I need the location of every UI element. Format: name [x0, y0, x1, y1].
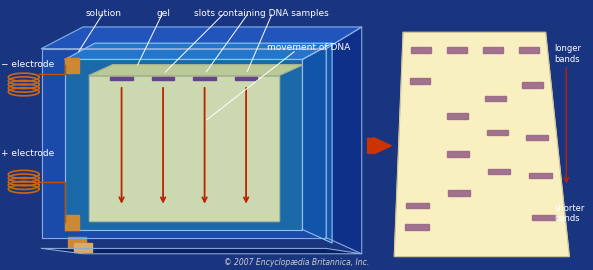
Bar: [533, 215, 556, 220]
Bar: [526, 135, 548, 140]
Polygon shape: [42, 27, 362, 49]
Text: slots containing DNA samples: slots containing DNA samples: [193, 9, 329, 18]
Polygon shape: [89, 76, 279, 221]
Bar: [405, 224, 429, 230]
Bar: [74, 243, 92, 252]
Bar: [522, 82, 543, 88]
Text: solution: solution: [86, 9, 122, 18]
Text: T: T: [498, 18, 505, 28]
Bar: [152, 77, 174, 80]
Polygon shape: [89, 65, 302, 76]
Bar: [485, 96, 506, 101]
Bar: [447, 47, 467, 53]
Bar: [68, 237, 86, 248]
Bar: [406, 202, 429, 208]
Polygon shape: [302, 43, 332, 243]
Text: gel: gel: [156, 9, 170, 18]
Bar: [110, 77, 133, 80]
Text: A: A: [423, 18, 431, 28]
Bar: [483, 47, 503, 53]
Bar: [448, 190, 470, 196]
Text: C: C: [448, 18, 455, 28]
Polygon shape: [394, 32, 569, 256]
Text: − electrode: − electrode: [1, 60, 55, 69]
Bar: [488, 169, 511, 174]
Text: © 2007 Encyclopædia Britannica, Inc.: © 2007 Encyclopædia Britannica, Inc.: [224, 258, 369, 267]
Text: G: G: [473, 18, 481, 28]
Bar: [486, 130, 508, 135]
Polygon shape: [42, 248, 362, 254]
Bar: [65, 58, 79, 73]
Text: shorter
bands: shorter bands: [554, 204, 585, 223]
FancyArrow shape: [368, 138, 391, 154]
Bar: [65, 215, 79, 230]
Polygon shape: [42, 49, 326, 238]
Text: movement of DNA: movement of DNA: [267, 43, 350, 52]
Polygon shape: [326, 27, 362, 254]
Bar: [519, 47, 539, 53]
Polygon shape: [65, 43, 332, 59]
Bar: [447, 113, 468, 119]
Text: longer
bands: longer bands: [554, 44, 582, 64]
Bar: [411, 47, 431, 53]
Bar: [529, 173, 551, 178]
Text: + electrode: + electrode: [1, 149, 55, 158]
Bar: [447, 151, 470, 157]
Bar: [235, 77, 257, 80]
Bar: [193, 77, 216, 80]
Bar: [410, 78, 431, 84]
Polygon shape: [65, 59, 302, 230]
